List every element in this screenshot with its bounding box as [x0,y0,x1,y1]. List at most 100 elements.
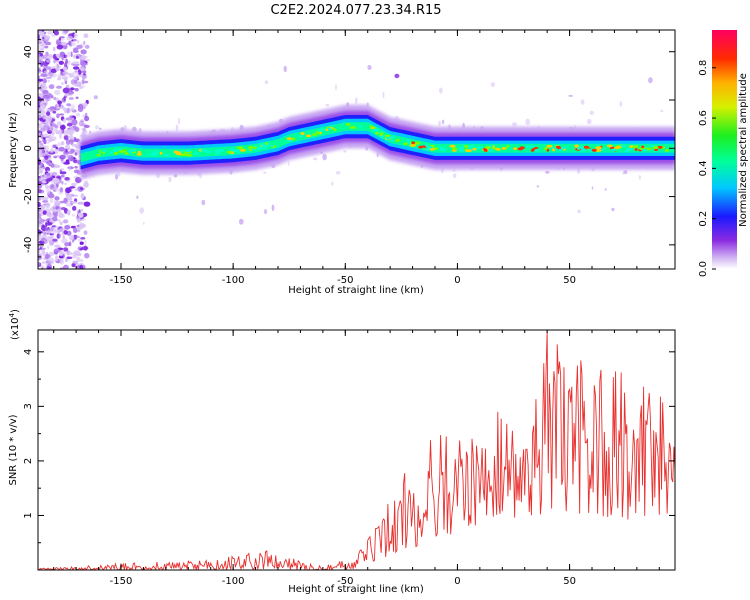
hotspot [418,145,424,149]
speckle [38,167,42,171]
speckle [59,213,65,218]
speckle [40,97,44,100]
hotspot [146,153,152,157]
hotspot [214,149,220,153]
speckle [70,51,73,57]
hotspot [467,145,475,148]
speckle [343,150,347,153]
speckle [61,231,64,236]
speckle [545,170,550,174]
speckle [52,144,57,149]
colorbar-ticks: 0.0 0.2 0.4 0.6 0.8 [698,60,716,277]
speckle [69,186,76,189]
speckle [49,106,56,112]
speckle [47,257,54,263]
speckle [52,65,57,68]
speckle [58,146,65,152]
speckle [60,141,65,146]
speckle [62,66,67,71]
speckle [40,47,44,51]
speckle [438,120,441,127]
speckle [65,107,71,114]
snr-series-line [38,330,675,570]
speckle [95,125,99,129]
speckle [512,122,517,127]
hotspot [237,150,241,154]
speckle [47,157,52,161]
speckle [453,173,457,179]
speckle [136,195,139,199]
speckle [63,107,67,114]
speckle [70,148,75,153]
speckle [64,182,67,186]
speckle [42,100,46,104]
speckle [74,88,79,92]
hotspot [641,145,645,149]
speckle [525,118,530,126]
speckle [41,104,47,110]
speckle [79,248,83,251]
colorbar: 0.0 0.2 0.4 0.6 0.8 Normalized spectral ampl… [698,30,749,277]
spectrogram-y-tick-label: 0 [23,145,34,151]
hotspot [595,149,602,152]
speckle [80,55,86,61]
hotspot [647,147,652,151]
hotspot [286,137,292,141]
speckle [77,212,84,218]
speckle [67,135,74,139]
speckle [52,110,57,114]
speckle [42,233,48,236]
snr-frame [37,329,676,571]
hotspot [327,127,332,130]
speckle [49,198,54,203]
hotspot [461,145,464,149]
hotspot [595,146,602,150]
spectrogram-plot: -150 -100 -50 0 50 40 20 0 -20 -40 Height of str… [8,29,676,296]
hotspot [477,146,484,149]
hotspot [657,145,663,149]
snr-x-tick-label: -50 [337,576,353,587]
speckle [47,193,55,199]
hotspot [664,149,670,152]
speckle [66,256,73,260]
speckle [84,180,89,185]
speckle [74,188,79,191]
speckle [45,222,49,227]
hotspot [390,139,394,143]
hotspot [372,128,379,132]
speckle [287,161,290,166]
speckle [46,59,51,63]
hotspot [555,145,561,149]
speckle [83,40,86,45]
speckle [50,184,55,189]
speckle [239,218,244,225]
speckle [61,54,64,61]
speckle [568,94,573,97]
speckle [66,51,72,57]
speckle [38,60,43,64]
speckle [76,265,81,269]
speckle [45,185,49,190]
hotspot [411,141,416,145]
hotspot [300,132,305,135]
speckle [53,248,61,253]
hotspot [610,148,617,152]
speckle [62,219,69,224]
speckle [56,229,61,234]
speckle [74,165,78,169]
speckle [325,103,330,107]
speckle [76,39,80,44]
speckle [38,115,44,119]
hotspot [247,146,254,149]
colorbar-tick-label: 0.8 [698,60,709,76]
speckle [60,174,65,178]
speckle [77,201,84,205]
speckle [79,241,84,245]
colorbar-tick-label: 0.0 [698,261,709,277]
snr-y-tick-label: 3 [23,403,34,409]
speckle [38,206,45,211]
speckle [60,158,64,162]
colorbar-label: Normalized spectral amplitude [738,73,749,227]
speckle [76,44,83,49]
